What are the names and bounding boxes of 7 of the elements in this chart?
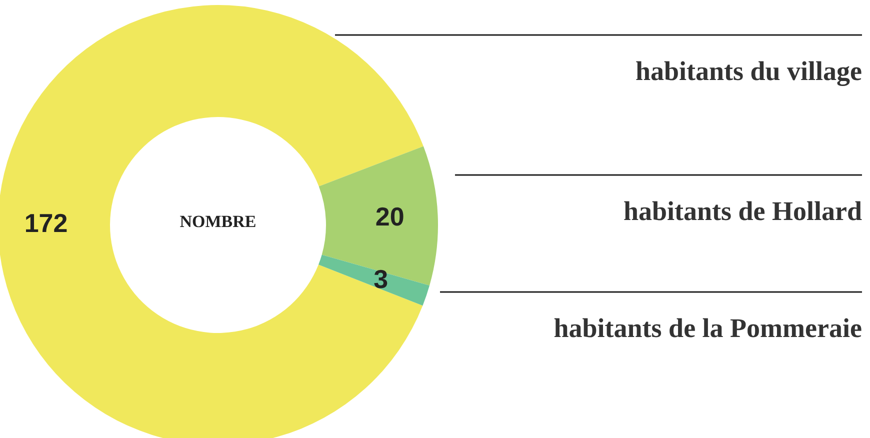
- slice-label: habitants de Hollard: [623, 196, 862, 226]
- slice-label: habitants de la Pommeraie: [554, 313, 862, 343]
- data-label: 172: [24, 208, 68, 238]
- slice-label: habitants du village: [635, 56, 862, 86]
- data-label: 20: [375, 201, 404, 232]
- data-label: 3: [374, 264, 388, 294]
- text: NOMBRE: [180, 212, 256, 231]
